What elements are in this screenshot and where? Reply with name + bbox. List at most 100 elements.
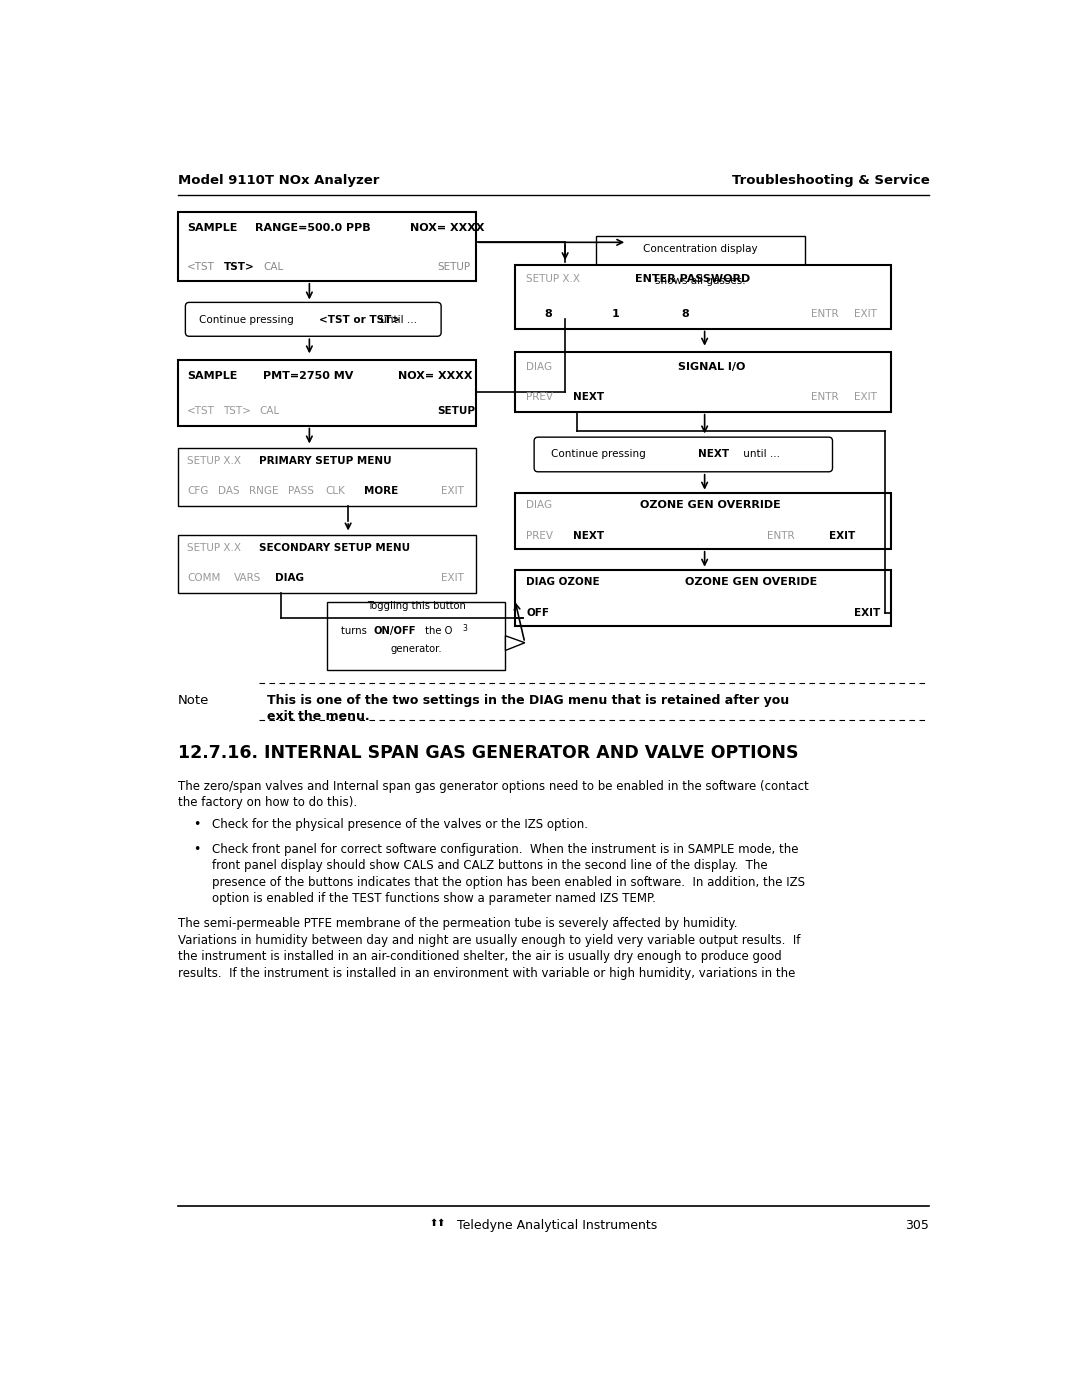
Text: Check for the physical presence of the valves or the IZS option.: Check for the physical presence of the v…: [213, 817, 589, 831]
Text: Continue pressing: Continue pressing: [199, 314, 297, 324]
Text: The semi-permeable PTFE membrane of the permeation tube is severely affected by : The semi-permeable PTFE membrane of the …: [177, 918, 738, 930]
Text: option is enabled if the TEST functions show a parameter named IZS TEMP.: option is enabled if the TEST functions …: [213, 893, 657, 905]
Text: DIAG: DIAG: [274, 573, 303, 584]
Text: front panel display should show CALS and CALZ buttons in the second line of the : front panel display should show CALS and…: [213, 859, 768, 872]
Text: EXIT: EXIT: [828, 531, 855, 541]
Text: Model 9110T NOx Analyzer: Model 9110T NOx Analyzer: [177, 173, 379, 187]
Text: EXIT: EXIT: [854, 608, 880, 617]
Text: Concentration display: Concentration display: [644, 244, 758, 254]
Text: Variations in humidity between day and night are usually enough to yield very va: Variations in humidity between day and n…: [177, 933, 800, 947]
Text: VARS: VARS: [233, 573, 260, 584]
Text: CLK: CLK: [325, 486, 345, 496]
Text: Teledyne Analytical Instruments: Teledyne Analytical Instruments: [457, 1218, 657, 1232]
Text: CAL: CAL: [259, 407, 280, 416]
Bar: [515, 493, 891, 549]
Text: SAMPLE: SAMPLE: [187, 372, 238, 381]
Text: PMT=2750 MV: PMT=2750 MV: [262, 372, 353, 381]
Text: NEXT: NEXT: [572, 531, 604, 541]
Text: 305: 305: [905, 1218, 930, 1232]
Text: 8: 8: [544, 309, 552, 320]
Bar: [515, 352, 891, 412]
Bar: [515, 265, 891, 328]
Text: PREV: PREV: [526, 393, 553, 402]
Text: the O: the O: [422, 626, 453, 636]
FancyBboxPatch shape: [535, 437, 833, 472]
Text: OZONE GEN OVERRIDE: OZONE GEN OVERRIDE: [640, 500, 781, 510]
Text: SETUP: SETUP: [437, 407, 475, 416]
Text: 12.7.16. INTERNAL SPAN GAS GENERATOR AND VALVE OPTIONS: 12.7.16. INTERNAL SPAN GAS GENERATOR AND…: [177, 745, 798, 763]
Text: SIGNAL I/O: SIGNAL I/O: [677, 362, 745, 372]
Text: EXIT: EXIT: [441, 486, 464, 496]
Text: RNGE: RNGE: [248, 486, 279, 496]
Text: SECONDARY SETUP MENU: SECONDARY SETUP MENU: [259, 542, 410, 553]
Text: ⬆⬆: ⬆⬆: [429, 1218, 445, 1228]
FancyBboxPatch shape: [186, 302, 441, 337]
Text: until ...: until ...: [740, 450, 780, 460]
Bar: [327, 602, 505, 669]
Text: TST>: TST>: [225, 261, 255, 271]
Text: results.  If the instrument is installed in an environment with variable or high: results. If the instrument is installed …: [177, 967, 795, 979]
Text: <TST: <TST: [187, 261, 215, 271]
Text: PREV: PREV: [526, 531, 553, 541]
Text: 1: 1: [611, 309, 619, 320]
Text: DIAG: DIAG: [526, 362, 553, 372]
Text: DIAG: DIAG: [526, 500, 553, 510]
Bar: [177, 360, 476, 426]
Text: ENTER PASSWORD: ENTER PASSWORD: [635, 274, 751, 284]
Text: ENTR: ENTR: [767, 531, 794, 541]
Text: •: •: [193, 842, 201, 856]
Text: •: •: [193, 817, 201, 831]
Text: SETUP X.X: SETUP X.X: [187, 455, 241, 465]
Bar: [515, 570, 891, 626]
Text: generator.: generator.: [391, 644, 442, 654]
Text: exit the menu.: exit the menu.: [267, 710, 369, 722]
Text: This is one of the two settings in the DIAG menu that is retained after you: This is one of the two settings in the D…: [267, 693, 788, 707]
Text: NOX= XXXX: NOX= XXXX: [399, 372, 473, 381]
Text: COMM: COMM: [187, 573, 220, 584]
Text: PRIMARY SETUP MENU: PRIMARY SETUP MENU: [259, 455, 392, 465]
Text: Check front panel for correct software configuration.  When the instrument is in: Check front panel for correct software c…: [213, 842, 799, 856]
Bar: [177, 535, 476, 592]
Text: MORE: MORE: [364, 486, 397, 496]
Text: the factory on how to do this).: the factory on how to do this).: [177, 796, 356, 809]
Bar: [596, 236, 806, 298]
Text: <TST: <TST: [187, 407, 215, 416]
Text: 3: 3: [462, 624, 467, 633]
Text: shows all gasses.: shows all gasses.: [656, 277, 746, 286]
Text: presence of the buttons indicates that the option has been enabled in software. : presence of the buttons indicates that t…: [213, 876, 806, 888]
Text: TST>: TST>: [222, 407, 251, 416]
Text: SETUP X.X: SETUP X.X: [526, 274, 580, 284]
Text: NOX= XXXX: NOX= XXXX: [410, 224, 485, 233]
Text: DAS: DAS: [218, 486, 240, 496]
Text: EXIT: EXIT: [854, 309, 877, 320]
Text: the instrument is installed in an air-conditioned shelter, the air is usually dr: the instrument is installed in an air-co…: [177, 950, 781, 964]
Text: SETUP X.X: SETUP X.X: [187, 542, 241, 553]
Text: SETUP: SETUP: [437, 261, 471, 271]
Text: NEXT: NEXT: [572, 393, 604, 402]
Text: ENTR: ENTR: [811, 393, 838, 402]
Polygon shape: [618, 298, 636, 313]
Text: <TST or TST>: <TST or TST>: [319, 314, 400, 324]
Text: EXIT: EXIT: [854, 393, 877, 402]
Text: CAL: CAL: [262, 261, 283, 271]
Text: DIAG OZONE: DIAG OZONE: [526, 577, 600, 587]
Text: NEXT: NEXT: [699, 450, 730, 460]
Text: CFG: CFG: [187, 486, 208, 496]
Text: ENTR: ENTR: [811, 309, 838, 320]
Text: Toggling this button: Toggling this button: [367, 601, 465, 610]
Text: turns: turns: [341, 626, 370, 636]
Text: PASS: PASS: [287, 486, 313, 496]
Text: OFF: OFF: [526, 608, 550, 617]
Text: OZONE GEN OVERIDE: OZONE GEN OVERIDE: [685, 577, 818, 587]
Text: until ...: until ...: [377, 314, 417, 324]
Text: SAMPLE: SAMPLE: [187, 224, 238, 233]
Text: Note: Note: [177, 693, 210, 707]
Text: RANGE=500.0 PPB: RANGE=500.0 PPB: [255, 224, 370, 233]
Text: The zero/span valves and Internal span gas generator options need to be enabled : The zero/span valves and Internal span g…: [177, 780, 808, 792]
Text: Troubleshooting & Service: Troubleshooting & Service: [731, 173, 930, 187]
Text: 8: 8: [681, 309, 689, 320]
Text: ON/OFF: ON/OFF: [374, 626, 416, 636]
Bar: [177, 448, 476, 506]
Bar: [177, 211, 476, 281]
Text: EXIT: EXIT: [441, 573, 464, 584]
